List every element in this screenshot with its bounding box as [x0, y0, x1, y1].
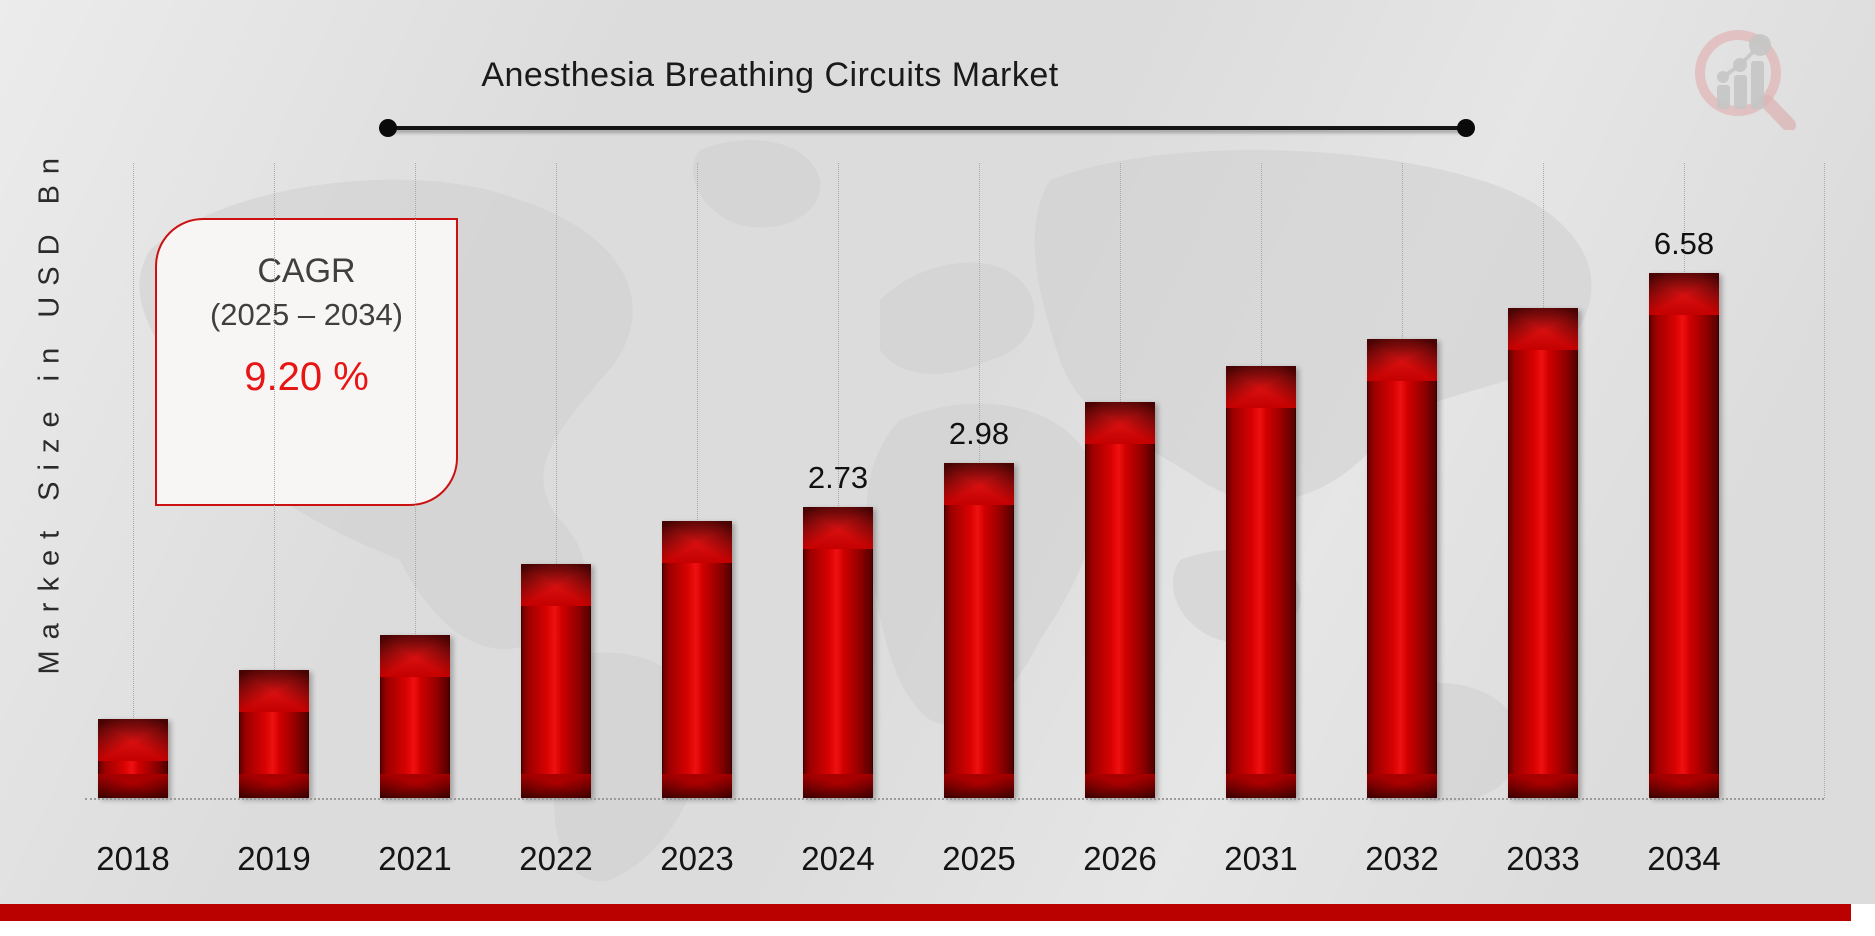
bar-bottom-bevel: [944, 774, 1014, 798]
cagr-value: 9.20 %: [244, 355, 369, 399]
x-tick-2023: 2023: [660, 840, 734, 877]
gridline-2018: [133, 163, 134, 798]
gridline-2022: [556, 163, 557, 798]
bar-top-bevel: [239, 670, 309, 712]
x-tick-2033: 2033: [1506, 840, 1580, 877]
bar-bottom-bevel: [380, 774, 450, 798]
bar-2033: [1508, 308, 1578, 798]
cagr-period: (2025 – 2034): [209, 297, 404, 332]
bar-bottom-bevel: [1367, 774, 1437, 798]
x-tick-2025: 2025: [942, 840, 1016, 877]
bar-bottom-bevel: [98, 774, 168, 798]
bar-2026: [1085, 402, 1155, 798]
bar-bottom-bevel: [803, 774, 873, 798]
gridline-2023: [697, 163, 698, 798]
bar-top-bevel: [1508, 308, 1578, 350]
bar-top-bevel: [1085, 402, 1155, 444]
x-tick-2021: 2021: [378, 840, 452, 877]
x-tick-2026: 2026: [1083, 840, 1157, 877]
x-tick-2019: 2019: [237, 840, 311, 877]
magnifier-bar-chart-logo-icon: [1695, 30, 1796, 130]
bar-top-bevel: [1367, 339, 1437, 381]
x-axis-baseline: [85, 798, 1824, 800]
underline-right-dot: [1457, 119, 1475, 137]
bar-2021: [380, 635, 450, 798]
title-underline: [379, 119, 1475, 137]
bar-2031: [1226, 366, 1296, 798]
data-label-2034: 6.58: [1653, 226, 1715, 261]
y-axis-title: Market Size in USD Bn: [33, 146, 66, 675]
bar-2025: [944, 463, 1014, 798]
bar-2019: [239, 670, 309, 798]
bar-2032: [1367, 339, 1437, 798]
bar-2034: [1649, 273, 1719, 798]
bar-top-bevel: [944, 463, 1014, 505]
bar-2018: [98, 719, 168, 798]
gridline-2019: [274, 163, 275, 798]
x-tick-2031: 2031: [1224, 840, 1298, 877]
page-title: Anesthesia Breathing Circuits Market: [481, 56, 1059, 94]
bar-bottom-bevel: [521, 774, 591, 798]
bar-top-bevel: [98, 719, 168, 761]
cagr-annotation-box: CAGR (2025 – 2034) 9.20 %: [155, 218, 458, 506]
bar-bottom-bevel: [662, 774, 732, 798]
bar-top-bevel: [521, 564, 591, 606]
bar-bottom-bevel: [1226, 774, 1296, 798]
data-label-2024: 2.73: [807, 460, 869, 495]
bar-top-bevel: [1226, 366, 1296, 408]
bar-top-bevel: [803, 507, 873, 549]
bar-bottom-bevel: [1508, 774, 1578, 798]
gridline-right-boundary: [1824, 163, 1825, 798]
bar-top-bevel: [1649, 273, 1719, 315]
x-tick-2018: 2018: [96, 840, 170, 877]
x-tick-2034: 2034: [1647, 840, 1721, 877]
bar-2024: [803, 507, 873, 798]
footer-red-stripe: [0, 904, 1851, 921]
data-label-2025: 2.98: [948, 416, 1010, 451]
x-tick-2024: 2024: [801, 840, 875, 877]
bar-top-bevel: [380, 635, 450, 677]
underline-left-dot: [379, 119, 397, 137]
bar-2023: [662, 521, 732, 798]
cagr-label: CAGR: [257, 252, 356, 290]
x-tick-2022: 2022: [519, 840, 593, 877]
bar-bottom-bevel: [1085, 774, 1155, 798]
x-tick-2032: 2032: [1365, 840, 1439, 877]
bar-bottom-bevel: [239, 774, 309, 798]
gridline-2021: [415, 163, 416, 798]
bar-bottom-bevel: [1649, 774, 1719, 798]
bar-top-bevel: [662, 521, 732, 563]
bar-2022: [521, 564, 591, 798]
gridline-2024: [838, 163, 839, 798]
